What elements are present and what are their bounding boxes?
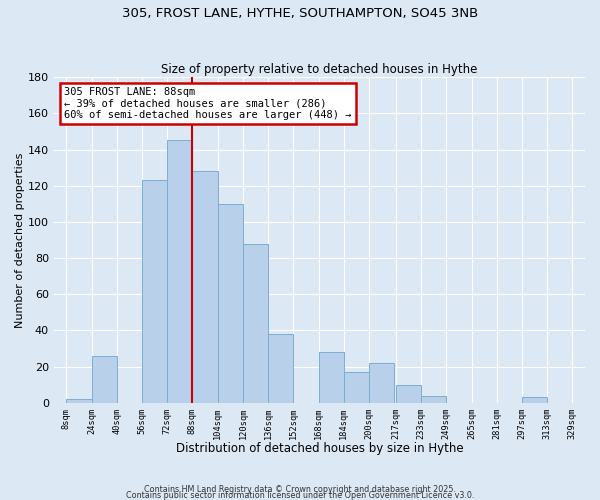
Bar <box>167 140 193 403</box>
Bar <box>142 180 167 403</box>
Bar <box>396 385 421 403</box>
Text: 305, FROST LANE, HYTHE, SOUTHAMPTON, SO45 3NB: 305, FROST LANE, HYTHE, SOUTHAMPTON, SO4… <box>122 8 478 20</box>
Bar <box>522 398 547 403</box>
Text: 305 FROST LANE: 88sqm
← 39% of detached houses are smaller (286)
60% of semi-det: 305 FROST LANE: 88sqm ← 39% of detached … <box>64 87 352 120</box>
Bar <box>67 399 92 403</box>
Bar <box>218 204 243 403</box>
Bar <box>268 334 293 403</box>
Bar <box>319 352 344 403</box>
Bar <box>344 372 369 403</box>
X-axis label: Distribution of detached houses by size in Hythe: Distribution of detached houses by size … <box>176 442 463 455</box>
Bar <box>92 356 117 403</box>
Text: Contains HM Land Registry data © Crown copyright and database right 2025.: Contains HM Land Registry data © Crown c… <box>144 484 456 494</box>
Bar <box>421 396 446 403</box>
Text: Contains public sector information licensed under the Open Government Licence v3: Contains public sector information licen… <box>126 490 474 500</box>
Bar <box>193 172 218 403</box>
Y-axis label: Number of detached properties: Number of detached properties <box>15 152 25 328</box>
Bar <box>243 244 268 403</box>
Bar <box>369 363 394 403</box>
Title: Size of property relative to detached houses in Hythe: Size of property relative to detached ho… <box>161 63 478 76</box>
